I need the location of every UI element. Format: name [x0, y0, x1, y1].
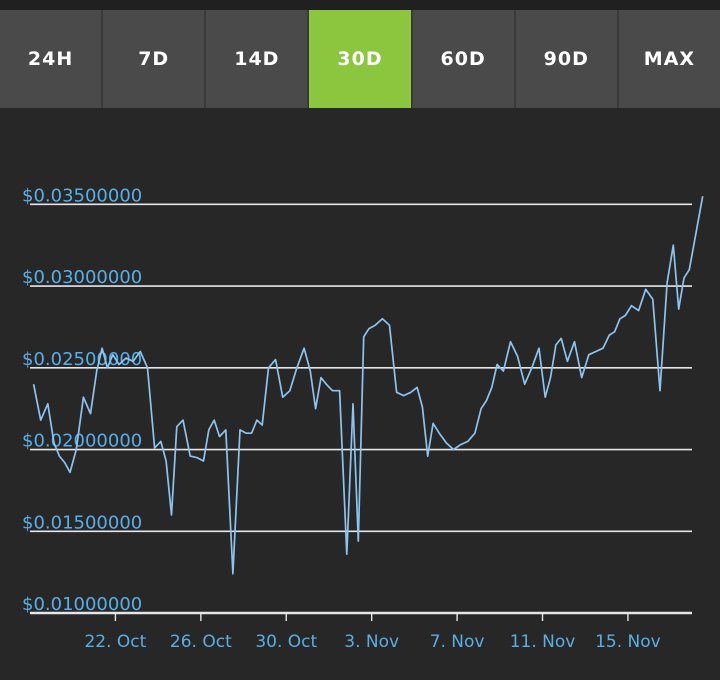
tab-60d[interactable]: 60D: [412, 10, 516, 108]
y-tick-label: $0.01000000: [22, 594, 142, 615]
tab-7d[interactable]: 7D: [103, 10, 207, 108]
x-tick-label: 3. Nov: [344, 632, 399, 652]
tab-90d[interactable]: 90D: [515, 10, 619, 108]
tab-max[interactable]: MAX: [618, 10, 720, 108]
x-axis: 22. Oct 26. Oct 30. Oct 3. Nov 7. Nov 11. Nov…: [84, 613, 661, 652]
x-tick-label: 22. Oct: [84, 632, 146, 652]
y-tick-label: $0.03000000: [22, 267, 142, 288]
y-axis-labels: $0.01000000 $0.01500000 $0.02000000 $0.0250…: [22, 185, 142, 615]
tab-14d[interactable]: 14D: [206, 10, 310, 108]
x-tick-label: 30. Oct: [255, 632, 317, 652]
status-strip: [0, 0, 720, 10]
series-layer: [32, 196, 704, 575]
time-range-tabs: 24H 7D 14D 30D 60D 90D MAX: [0, 10, 720, 108]
y-tick-label: $0.02500000: [22, 349, 142, 370]
y-tick-label: $0.01500000: [22, 512, 142, 533]
y-tick-label: $0.03500000: [22, 185, 142, 206]
price-chart: $0.01000000 $0.01500000 $0.02000000 $0.0250…: [22, 185, 704, 652]
price-series-line: [32, 196, 704, 575]
x-tick-label: 15. Nov: [595, 632, 661, 652]
y-tick-label: $0.02000000: [22, 431, 142, 452]
tab-24h[interactable]: 24H: [0, 10, 104, 108]
tab-30d[interactable]: 30D: [309, 10, 413, 108]
x-tick-label: 11. Nov: [510, 632, 576, 652]
x-tick-label: 26. Oct: [170, 632, 232, 652]
x-tick-label: 7. Nov: [430, 632, 485, 652]
